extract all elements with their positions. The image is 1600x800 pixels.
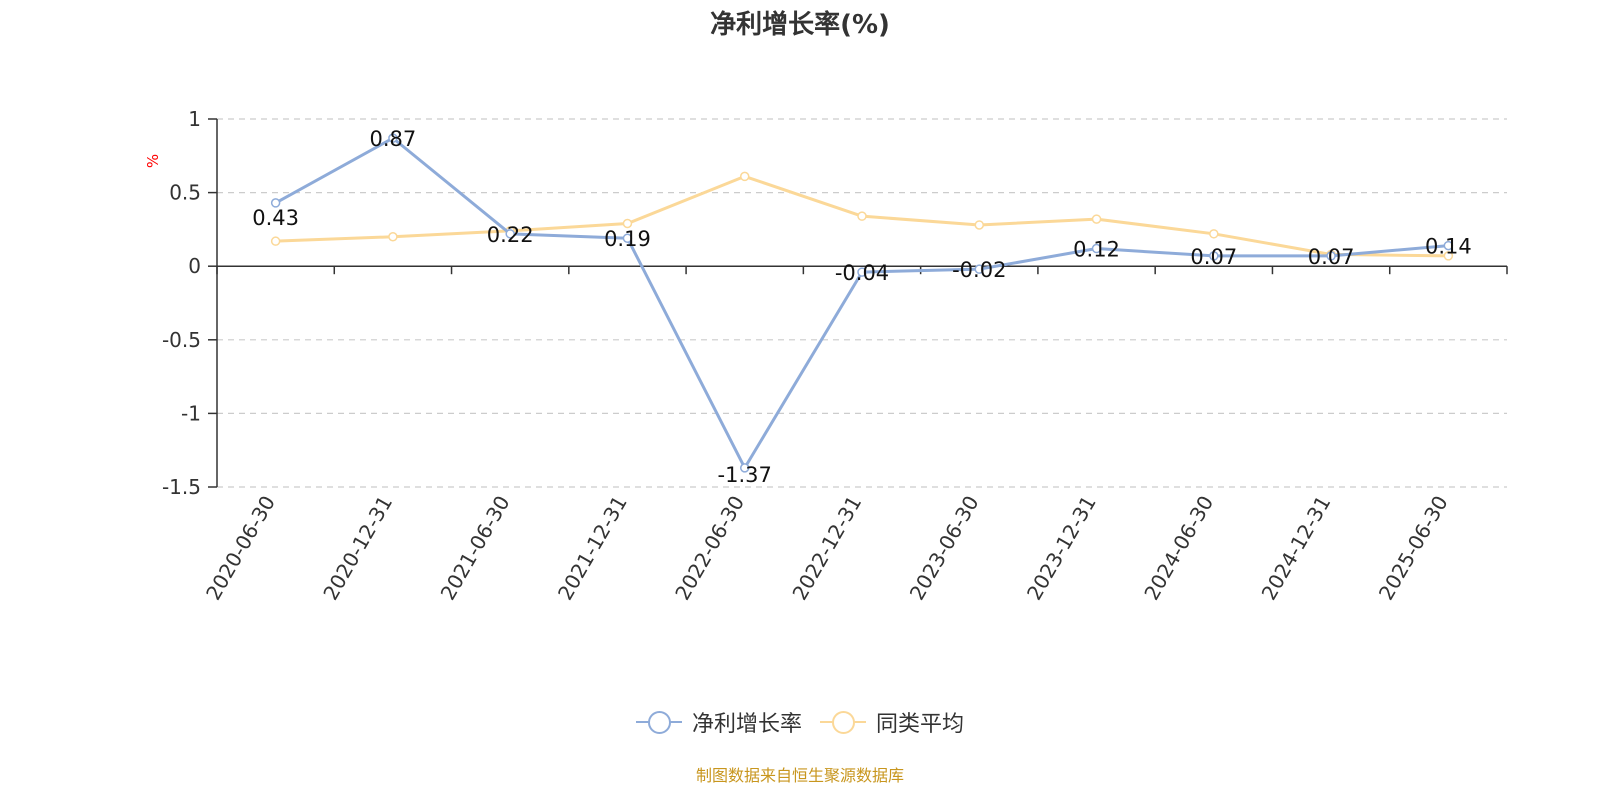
data-source-note: 制图数据来自恒生聚源数据库 — [695, 766, 904, 785]
x-tick-label: 2024-06-30 — [1139, 492, 1218, 605]
data-point-peer-average — [739, 171, 750, 182]
y-tick-label: -0.5 — [162, 328, 201, 352]
data-label: -0.04 — [835, 261, 889, 285]
data-point-peer-average — [622, 218, 633, 229]
x-tick-label: 2020-12-31 — [318, 492, 397, 605]
data-label: -1.37 — [718, 463, 772, 487]
x-tick-label: 2021-06-30 — [436, 492, 515, 605]
legend-item-peer-average[interactable]: 同类平均 — [820, 706, 964, 738]
x-tick-label: 2025-06-30 — [1374, 492, 1453, 605]
series-line-net-profit-growth — [274, 136, 1449, 470]
x-tick-label: 2022-06-30 — [670, 492, 749, 605]
x-tick-label: 2021-12-31 — [553, 492, 632, 605]
data-label: 0.19 — [604, 227, 651, 251]
y-tick-label: 0 — [188, 254, 201, 278]
y-tick-label: -1 — [181, 401, 201, 425]
data-point-net-profit-growth — [505, 229, 515, 239]
data-point-net-profit-growth — [388, 133, 398, 143]
data-label: -0.02 — [952, 258, 1006, 282]
x-tick-label: 2023-12-31 — [1022, 492, 1101, 605]
legend-item-net-profit-growth[interactable]: 净利增长率 — [635, 706, 802, 738]
line-circle-icon — [820, 710, 866, 734]
data-label: 0.43 — [252, 206, 299, 230]
legend-label-peer-average: 同类平均 — [876, 712, 965, 737]
data-point-peer-average — [857, 211, 867, 221]
line-circle-icon — [635, 710, 682, 734]
chart-title: 净利增长率(%) — [710, 10, 890, 40]
data-label: 0.14 — [1425, 235, 1472, 259]
data-point-net-profit-growth — [622, 233, 633, 243]
x-tick-label: 2023-06-30 — [905, 492, 984, 605]
data-label: 0.12 — [1073, 238, 1120, 262]
data-point-net-profit-growth — [739, 463, 750, 473]
legend-label-net-profit-growth: 净利增长率 — [691, 712, 802, 737]
data-point-net-profit-growth — [857, 267, 867, 277]
data-point-peer-average — [270, 236, 281, 246]
legend: 净利增长率 同类平均 — [0, 706, 1600, 738]
x-tick-label: 2024-12-31 — [1257, 492, 1336, 605]
y-tick-label: -1.5 — [162, 475, 201, 499]
data-point-net-profit-growth — [1209, 251, 1219, 261]
x-tick-label: 2020-06-30 — [201, 492, 280, 605]
data-point-peer-average — [388, 232, 398, 242]
data-point-net-profit-growth — [1091, 243, 1102, 254]
y-tick-label: 1 — [188, 107, 201, 131]
data-point-net-profit-growth — [1326, 251, 1336, 261]
data-label: 0.87 — [370, 127, 417, 151]
data-point-net-profit-growth — [270, 198, 281, 208]
data-point-peer-average — [974, 220, 985, 230]
data-point-peer-average — [1209, 229, 1219, 239]
data-label: 0.07 — [1190, 245, 1237, 269]
data-point-peer-average — [1091, 214, 1102, 224]
data-label: 0.07 — [1308, 245, 1355, 269]
y-tick-label: 0.5 — [169, 181, 201, 205]
data-point-net-profit-growth — [1443, 240, 1454, 251]
x-tick-label: 2022-12-31 — [787, 492, 866, 605]
data-point-net-profit-growth — [974, 264, 985, 274]
data-label: 0.22 — [487, 223, 534, 247]
data-point-peer-average — [1443, 251, 1454, 261]
